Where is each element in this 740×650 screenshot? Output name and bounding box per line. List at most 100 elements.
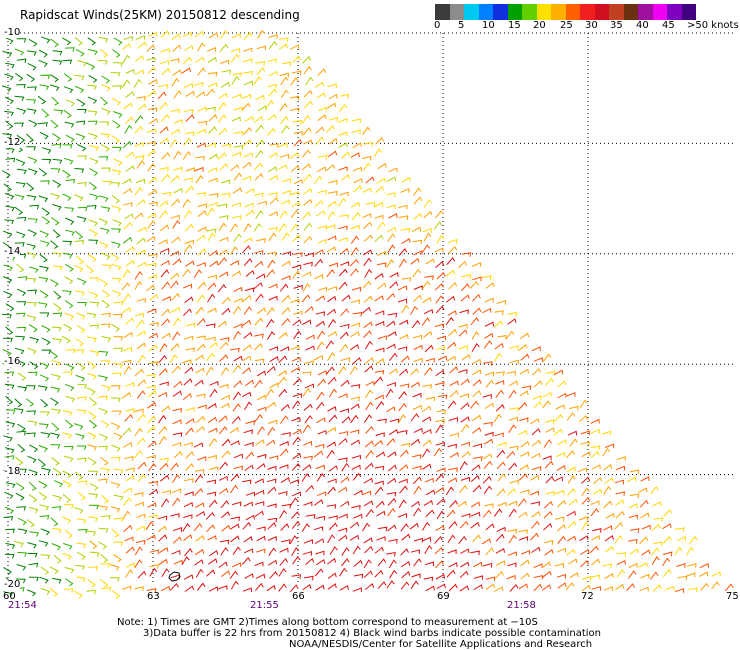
wind-barb	[292, 377, 302, 386]
wind-barb	[101, 264, 112, 270]
wind-barb	[29, 361, 39, 370]
wind-barb	[459, 461, 468, 470]
wind-barb	[459, 309, 469, 315]
wind-barb	[88, 132, 98, 140]
wind-barb	[173, 119, 183, 124]
wind-barb	[76, 362, 86, 371]
wind-barb	[220, 192, 231, 198]
wind-barb	[460, 294, 470, 302]
wind-barb	[435, 382, 445, 387]
wind-barb	[543, 523, 553, 531]
wind-barb	[398, 215, 409, 220]
wind-barb	[51, 408, 61, 415]
wind-barb	[194, 82, 204, 87]
wind-barb	[509, 407, 519, 412]
wind-barb	[182, 392, 192, 400]
wind-barb	[316, 341, 325, 350]
wind-barb	[39, 374, 50, 382]
wind-barb	[41, 467, 51, 474]
wind-barb	[101, 84, 111, 92]
wind-barb	[349, 344, 360, 351]
wind-barb	[373, 148, 382, 157]
wind-barb	[185, 347, 195, 353]
wind-barb	[232, 187, 243, 194]
wind-barb	[61, 335, 71, 344]
wind-barb	[134, 142, 144, 148]
wind-barb	[17, 517, 27, 526]
wind-barb	[161, 332, 171, 339]
wind-barb	[350, 439, 360, 446]
wind-barb	[110, 72, 121, 77]
wind-barb	[268, 419, 278, 425]
wind-barb	[111, 241, 121, 248]
wind-barb	[99, 579, 109, 588]
wind-barb	[375, 358, 385, 365]
wind-barb	[688, 535, 698, 545]
wind-barb	[545, 370, 556, 376]
wind-barb	[433, 447, 442, 457]
wind-barb	[172, 497, 181, 507]
wind-barb	[185, 322, 196, 328]
wind-barb	[687, 563, 697, 568]
wind-barb	[159, 457, 169, 463]
wind-barb	[14, 122, 24, 127]
wind-barb	[603, 463, 613, 471]
wind-barb	[195, 367, 205, 374]
wind-barb	[317, 225, 327, 230]
wind-barb	[484, 431, 494, 437]
wind-barb	[711, 581, 720, 590]
wind-barb	[125, 259, 135, 267]
wind-barb	[482, 453, 493, 460]
wind-barb	[628, 538, 638, 544]
wind-barb	[197, 210, 207, 218]
wind-barb	[161, 308, 171, 317]
wind-barb	[338, 457, 348, 463]
wind-barb	[327, 83, 337, 89]
wind-barb	[221, 69, 232, 75]
wind-barb	[76, 409, 87, 415]
wind-barb	[148, 514, 158, 520]
wind-barb	[327, 534, 336, 544]
wind-barb	[147, 401, 157, 409]
wind-barb	[365, 508, 375, 518]
wind-barb	[445, 269, 455, 277]
wind-barb	[37, 385, 48, 391]
wind-barb	[566, 392, 576, 397]
wind-barb	[17, 443, 26, 453]
wind-barb	[134, 559, 143, 569]
wind-barb	[471, 331, 480, 341]
wind-barb	[603, 485, 612, 495]
wind-barb	[112, 85, 122, 90]
wind-barb	[580, 549, 590, 555]
wind-barb	[317, 286, 328, 292]
wind-barb	[305, 514, 316, 519]
wind-barb	[557, 582, 567, 589]
wind-barb	[472, 307, 482, 316]
wind-barb	[317, 189, 327, 195]
wind-barb	[171, 549, 181, 555]
lon-label: 72	[581, 591, 594, 602]
wind-barb	[63, 445, 74, 451]
wind-barb	[425, 489, 435, 496]
wind-barb	[15, 492, 25, 501]
wind-barb	[303, 139, 313, 145]
wind-barb	[26, 252, 37, 259]
wind-barb	[16, 564, 27, 571]
wind-barb	[412, 334, 423, 340]
wind-barb	[98, 350, 109, 357]
wind-barb	[361, 155, 372, 161]
wind-barb	[497, 441, 507, 447]
wind-barb	[134, 186, 143, 196]
wind-barb	[242, 521, 252, 530]
wind-barb	[26, 146, 37, 151]
wind-barb	[410, 413, 420, 422]
wind-barb	[172, 474, 181, 483]
wind-barb	[508, 534, 517, 544]
wind-barb	[87, 457, 97, 466]
wind-barb	[73, 507, 84, 514]
wind-barb	[241, 355, 252, 362]
wind-barb	[148, 201, 159, 207]
wind-barb	[350, 247, 359, 256]
wind-barb	[98, 60, 108, 65]
wind-barb	[377, 282, 387, 290]
